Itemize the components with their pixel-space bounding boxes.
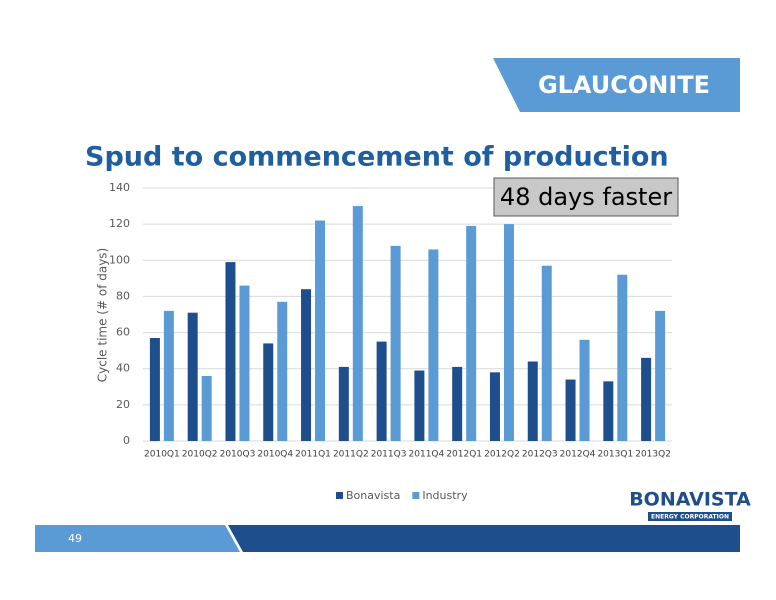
chart-title: Spud to commencement of production: [85, 142, 669, 173]
bar: [301, 289, 312, 441]
x-tick-label: 2012Q1: [446, 450, 482, 460]
y-tick-label: 140: [109, 181, 130, 194]
x-tick-label: 2010Q2: [182, 450, 218, 460]
logo-sub: ENERGY CORPORATION: [651, 514, 729, 521]
legend-label: Industry: [422, 489, 468, 502]
bar: [541, 265, 552, 441]
x-tick-label: 2010Q1: [144, 450, 180, 460]
bar: [201, 375, 212, 441]
bar: [187, 312, 198, 441]
bar: [414, 370, 425, 441]
bar: [452, 366, 463, 441]
page-number: 49: [68, 532, 82, 545]
bar: [352, 206, 363, 441]
bar: [376, 341, 387, 441]
bar: [428, 249, 439, 441]
bar: [263, 343, 274, 441]
bar: [315, 220, 326, 441]
bar: [489, 372, 500, 441]
x-tick-label: 2013Q2: [635, 450, 671, 460]
x-tick-label: 2012Q3: [522, 450, 558, 460]
logo: BONAVISTA: [629, 489, 751, 511]
bar: [565, 379, 576, 441]
x-tick-label: 2012Q4: [560, 450, 596, 460]
legend-label: Bonavista: [346, 489, 400, 502]
bar: [225, 262, 236, 441]
legend-swatch: [412, 492, 420, 499]
bar: [239, 285, 250, 441]
logo-band: [648, 512, 732, 521]
x-tick-label: 2011Q4: [409, 450, 445, 460]
y-tick-label: 120: [109, 217, 130, 230]
bar: [338, 366, 349, 441]
y-tick-label: 20: [116, 398, 130, 411]
y-tick-label: 0: [123, 434, 130, 447]
y-tick-label: 40: [116, 362, 130, 375]
x-tick-label: 2010Q4: [257, 450, 293, 460]
annotation-box: [493, 177, 679, 217]
bar: [163, 310, 174, 441]
y-tick-label: 60: [116, 326, 130, 339]
bar: [641, 357, 652, 441]
x-tick-label: 2012Q2: [484, 450, 520, 460]
legend-swatch: [336, 492, 343, 499]
footer-light: [35, 525, 240, 552]
y-tick-label: 80: [116, 289, 130, 302]
x-tick-label: 2010Q3: [220, 450, 256, 460]
x-tick-label: 2013Q1: [597, 450, 633, 460]
x-tick-label: 2011Q2: [333, 450, 369, 460]
plot: 0 20 40 60 80 100 120 140 2010Q1 2010Q2 2010Q3 2010…: [109, 181, 672, 502]
bar: [503, 224, 514, 441]
x-tick-label: 2011Q3: [371, 450, 407, 460]
bar: [655, 310, 666, 441]
bar: [617, 274, 628, 441]
bar: [527, 361, 538, 441]
bar: [466, 225, 477, 441]
footer-dark: [228, 525, 740, 552]
bar: [603, 381, 614, 441]
header-title: GLAUCONITE: [538, 71, 710, 99]
x-tick-label: 2011Q1: [295, 450, 331, 460]
y-axis-label: Cycle time (# of days): [96, 248, 110, 382]
y-tick-label: 100: [109, 253, 130, 266]
annotation: 48 days faster: [500, 183, 672, 211]
bar: [390, 245, 401, 441]
header-band: [493, 58, 740, 112]
bar: [149, 337, 160, 441]
bar: [277, 301, 288, 441]
bar: [579, 339, 590, 441]
